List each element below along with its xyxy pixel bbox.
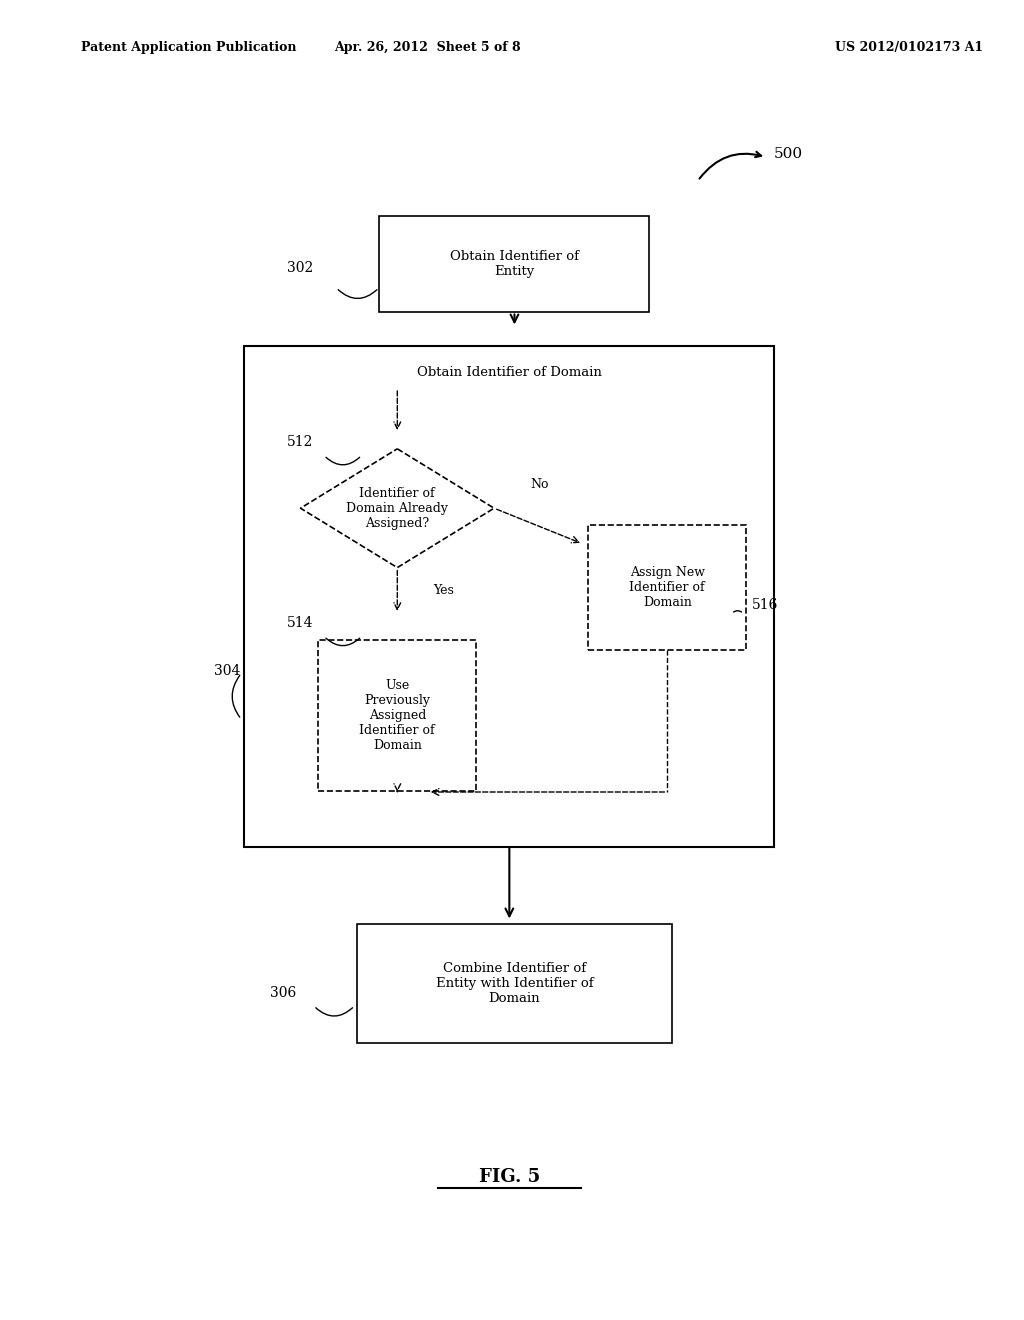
Text: Apr. 26, 2012  Sheet 5 of 8: Apr. 26, 2012 Sheet 5 of 8 — [335, 41, 521, 54]
Text: 302: 302 — [288, 261, 313, 275]
Text: Combine Identifier of
Entity with Identifier of
Domain: Combine Identifier of Entity with Identi… — [435, 962, 593, 1005]
Text: 516: 516 — [752, 598, 778, 611]
Text: 512: 512 — [288, 436, 313, 449]
Text: 500: 500 — [774, 148, 804, 161]
Text: 306: 306 — [270, 986, 296, 999]
Text: Obtain Identifier of
Entity: Obtain Identifier of Entity — [450, 249, 579, 279]
Text: Patent Application Publication: Patent Application Publication — [82, 41, 297, 54]
Text: Assign New
Identifier of
Domain: Assign New Identifier of Domain — [630, 566, 706, 609]
Text: Use
Previously
Assigned
Identifier of
Domain: Use Previously Assigned Identifier of Do… — [359, 678, 435, 752]
Text: 514: 514 — [288, 616, 313, 630]
Text: No: No — [530, 478, 549, 491]
FancyBboxPatch shape — [380, 216, 649, 312]
Text: US 2012/0102173 A1: US 2012/0102173 A1 — [836, 41, 983, 54]
FancyBboxPatch shape — [245, 346, 774, 847]
Text: Identifier of
Domain Already
Assigned?: Identifier of Domain Already Assigned? — [346, 487, 449, 529]
FancyBboxPatch shape — [589, 524, 746, 649]
FancyBboxPatch shape — [356, 924, 673, 1043]
FancyBboxPatch shape — [318, 639, 476, 791]
Text: 304: 304 — [214, 664, 241, 677]
Text: Obtain Identifier of Domain: Obtain Identifier of Domain — [417, 366, 602, 379]
Text: Yes: Yes — [433, 583, 454, 597]
Text: FIG. 5: FIG. 5 — [479, 1168, 540, 1187]
